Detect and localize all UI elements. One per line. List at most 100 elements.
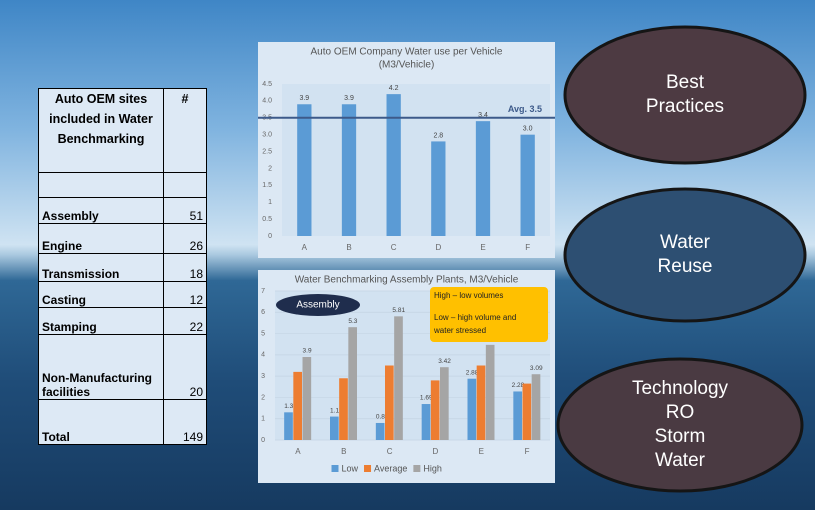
y-tick-label: 2 bbox=[268, 165, 272, 172]
y-tick-label: 2 bbox=[261, 394, 265, 401]
note-text: High – low volumes bbox=[434, 291, 503, 300]
bar bbox=[421, 404, 431, 440]
bar bbox=[513, 391, 522, 440]
count-cell: 22 bbox=[163, 307, 207, 335]
x-tick-label: E bbox=[479, 447, 484, 456]
badge-shape bbox=[276, 294, 360, 316]
bar bbox=[330, 416, 339, 440]
callout-text: Reuse bbox=[658, 256, 713, 277]
y-tick-label: 4.5 bbox=[262, 81, 272, 88]
y-tick-label: 0.5 bbox=[262, 216, 272, 223]
average-label: Avg. 3.5 bbox=[508, 104, 542, 114]
table-row: Non-Manufacturing facilities 20 bbox=[38, 334, 207, 400]
note-text: Low – high volume and water stressed bbox=[433, 313, 519, 335]
bar bbox=[375, 422, 385, 440]
table-row: Total 149 bbox=[38, 399, 207, 445]
bar bbox=[302, 356, 312, 440]
spacer-row bbox=[38, 172, 207, 198]
data-label: 2.88 bbox=[466, 369, 479, 376]
data-label: 5.81 bbox=[392, 307, 405, 314]
note-box bbox=[430, 287, 548, 342]
y-tick-label: 6 bbox=[261, 309, 265, 316]
y-tick-label: 2.5 bbox=[262, 148, 272, 155]
y-tick-label: 1 bbox=[268, 199, 272, 206]
table-row: Engine 26 bbox=[38, 223, 207, 254]
y-tick-label: 0 bbox=[261, 437, 265, 444]
bar bbox=[467, 378, 477, 440]
header-cell: Auto OEM sites included in Water Benchma… bbox=[38, 88, 164, 173]
label-cell: Non-Manufacturing facilities bbox=[38, 334, 164, 400]
legend-swatch bbox=[413, 465, 421, 472]
y-tick-label: 4 bbox=[261, 352, 265, 359]
table-row: Assembly 51 bbox=[38, 197, 207, 224]
bar bbox=[522, 383, 532, 440]
data-label: 2.8 bbox=[433, 132, 443, 139]
y-tick-label: 1 bbox=[261, 416, 265, 423]
callout-text: Water bbox=[655, 450, 706, 471]
data-label: 3.9 bbox=[303, 348, 312, 355]
callout-text: RO bbox=[666, 402, 695, 423]
bar bbox=[476, 365, 486, 440]
bar bbox=[386, 94, 401, 236]
data-label: 3.09 bbox=[530, 365, 543, 372]
bar bbox=[485, 344, 495, 440]
bar bbox=[339, 378, 348, 440]
chart-title: Auto OEM Company Water use per Vehicle bbox=[311, 47, 503, 58]
legend-label: Average bbox=[374, 463, 407, 473]
callout-text: Water bbox=[660, 232, 711, 253]
x-tick-label: A bbox=[302, 243, 308, 252]
x-tick-label: C bbox=[387, 447, 393, 456]
x-tick-label: D bbox=[435, 243, 441, 252]
x-tick-label: C bbox=[391, 243, 397, 252]
bar bbox=[430, 380, 440, 440]
legend-swatch bbox=[331, 465, 339, 472]
chart-subtitle: (M3/Vehicle) bbox=[379, 60, 435, 71]
y-tick-label: 7 bbox=[261, 288, 265, 295]
x-tick-label: B bbox=[346, 243, 351, 252]
x-tick-label: E bbox=[480, 243, 485, 252]
legend-swatch bbox=[364, 465, 372, 472]
sites-table: Auto OEM sites included in Water Benchma… bbox=[38, 88, 207, 445]
count-cell: 18 bbox=[163, 253, 207, 282]
callout-text: Storm bbox=[655, 426, 706, 447]
table-row: Casting 12 bbox=[38, 281, 207, 308]
x-tick-label: F bbox=[525, 447, 530, 456]
data-label: 5.3 bbox=[348, 318, 357, 325]
bar bbox=[341, 104, 357, 237]
chart-title: Water Benchmarking Assembly Plants, M3/V… bbox=[295, 275, 519, 286]
data-label: 3.9 bbox=[344, 95, 354, 102]
callout-shape bbox=[563, 187, 807, 323]
bar bbox=[394, 316, 403, 440]
data-label: 3.0 bbox=[523, 126, 533, 133]
bar bbox=[293, 371, 302, 440]
legend-label: Low bbox=[342, 463, 359, 473]
x-tick-label: A bbox=[295, 447, 301, 456]
callout-shape bbox=[563, 25, 807, 165]
count-cell: 26 bbox=[163, 223, 207, 254]
y-tick-label: 4.0 bbox=[262, 98, 272, 105]
label-cell: Engine bbox=[38, 223, 164, 254]
bar bbox=[297, 104, 312, 237]
bar bbox=[520, 134, 535, 236]
header-cell: # bbox=[163, 88, 207, 173]
x-tick-label: D bbox=[433, 447, 439, 456]
bar bbox=[385, 365, 394, 440]
bar bbox=[440, 367, 449, 440]
data-label: 1.69 bbox=[420, 395, 433, 402]
label-cell: Casting bbox=[38, 281, 164, 308]
data-label: 3.42 bbox=[438, 358, 451, 365]
data-label: 3.4 bbox=[478, 112, 488, 119]
count-cell: 12 bbox=[163, 281, 207, 308]
y-tick-label: 0 bbox=[268, 233, 272, 240]
data-label: 0.8 bbox=[376, 414, 385, 421]
bar bbox=[531, 374, 541, 440]
header-row: Auto OEM sites included in Water Benchma… bbox=[38, 88, 207, 173]
data-label: 2.28 bbox=[512, 382, 525, 389]
callout-text: Technology bbox=[632, 378, 729, 399]
y-tick-label: 3 bbox=[261, 373, 265, 380]
count-cell: 20 bbox=[163, 334, 207, 400]
callout-shape bbox=[556, 357, 804, 493]
badge-label: Assembly bbox=[296, 300, 339, 311]
